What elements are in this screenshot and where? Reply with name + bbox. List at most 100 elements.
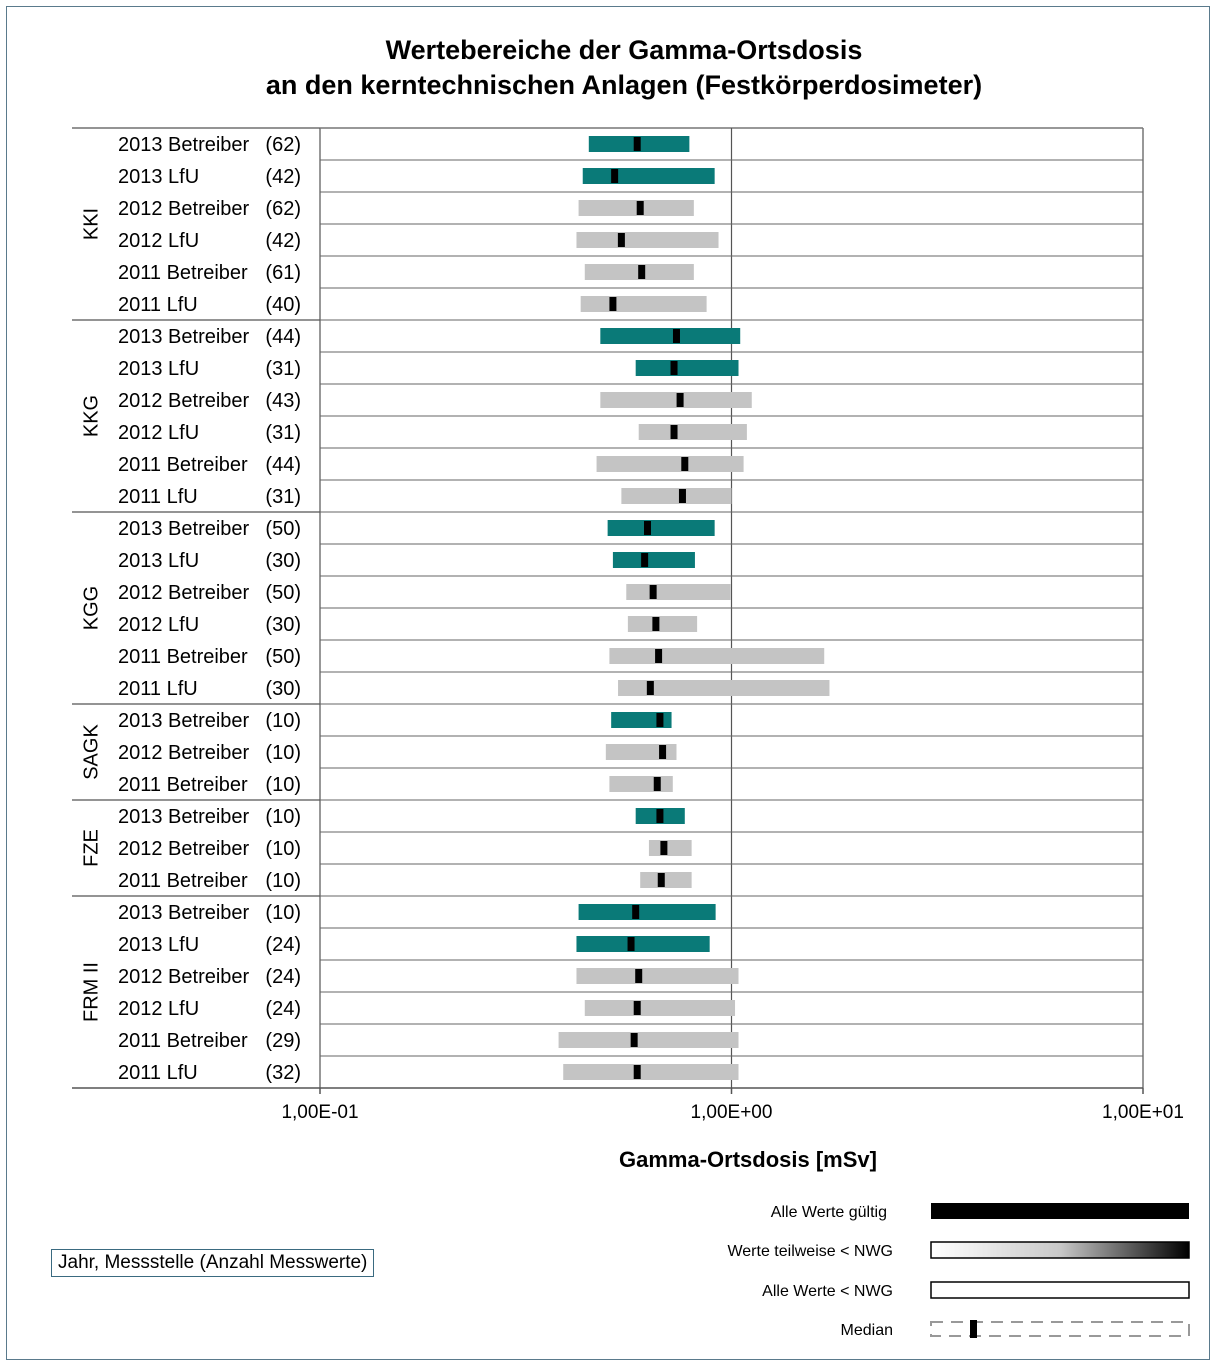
row-label: 2013 Betreiber bbox=[118, 806, 250, 828]
median-marker bbox=[633, 1065, 641, 1079]
range-bar bbox=[635, 360, 739, 376]
range-bar bbox=[605, 744, 677, 760]
chart-title-line-1: Wertebereiche der Gamma-Ortsdosis bbox=[386, 35, 863, 65]
row-label: 2011 Betreiber bbox=[118, 1030, 248, 1052]
row-label: 2012 Betreiber bbox=[118, 582, 250, 604]
row-count: (10) bbox=[265, 710, 301, 732]
row-label: 2011 Betreiber bbox=[118, 870, 248, 892]
median-marker bbox=[633, 137, 641, 151]
range-bar bbox=[626, 584, 731, 600]
row-label: 2013 Betreiber bbox=[118, 134, 250, 156]
row-label: 2012 Betreiber bbox=[118, 966, 250, 988]
median-marker bbox=[646, 681, 654, 695]
legend-swatch-median bbox=[970, 1320, 977, 1338]
row-label: 2011 LfU bbox=[118, 1062, 198, 1084]
row-count: (50) bbox=[265, 518, 301, 540]
range-bar bbox=[584, 1000, 736, 1016]
legend-label: Alle Werte < NWG bbox=[762, 1283, 893, 1300]
row-count: (61) bbox=[265, 262, 301, 284]
row-label: 2011 Betreiber bbox=[118, 454, 248, 476]
row-count: (31) bbox=[265, 422, 301, 444]
median-marker bbox=[609, 297, 617, 311]
row-label: 2013 Betreiber bbox=[118, 902, 250, 924]
row-label: 2012 Betreiber bbox=[118, 390, 250, 412]
row-label: 2013 Betreiber bbox=[118, 518, 250, 540]
x-axis-label: Gamma-Ortsdosis [mSv] bbox=[619, 1147, 877, 1172]
range-bar bbox=[596, 456, 744, 472]
row-count: (30) bbox=[265, 678, 301, 700]
group-label: KKG bbox=[80, 395, 102, 437]
range-bar bbox=[578, 904, 716, 920]
median-marker bbox=[653, 777, 661, 791]
range-bar bbox=[600, 328, 741, 344]
row-count: (62) bbox=[265, 134, 301, 156]
median-marker bbox=[632, 905, 640, 919]
median-marker bbox=[670, 361, 678, 375]
range-bar bbox=[638, 424, 747, 440]
median-marker bbox=[676, 393, 684, 407]
row-count: (30) bbox=[265, 614, 301, 636]
row-count: (50) bbox=[265, 646, 301, 668]
row-count: (10) bbox=[265, 870, 301, 892]
row-count: (24) bbox=[265, 934, 301, 956]
row-count: (44) bbox=[265, 326, 301, 348]
row-count: (10) bbox=[265, 806, 301, 828]
range-bar bbox=[618, 680, 830, 696]
row-label: 2011 Betreiber bbox=[118, 774, 248, 796]
row-label: 2012 Betreiber bbox=[118, 198, 250, 220]
median-marker bbox=[652, 617, 660, 631]
range-bar bbox=[580, 296, 707, 312]
median-marker bbox=[611, 169, 619, 183]
legend: Alle Werte gültig Werte teilweise < NWG Al… bbox=[727, 1203, 1190, 1339]
row-count: (24) bbox=[265, 998, 301, 1020]
range-bar bbox=[609, 648, 825, 664]
range-bar bbox=[621, 488, 732, 504]
median-marker bbox=[656, 809, 664, 823]
row-count: (32) bbox=[265, 1062, 301, 1084]
row-count: (42) bbox=[265, 230, 301, 252]
row-count: (31) bbox=[265, 358, 301, 380]
x-tick-label: 1,00E+01 bbox=[1102, 1102, 1184, 1123]
median-marker bbox=[630, 1033, 638, 1047]
median-marker bbox=[641, 553, 649, 567]
row-count: (29) bbox=[265, 1030, 301, 1052]
legend-label: Alle Werte gültig bbox=[771, 1204, 887, 1221]
row-label: 2011 Betreiber bbox=[118, 262, 248, 284]
median-marker bbox=[649, 585, 657, 599]
x-tick-label: 1,00E+00 bbox=[691, 1102, 773, 1123]
row-count: (30) bbox=[265, 550, 301, 572]
legend-label: Werte teilweise < NWG bbox=[727, 1243, 893, 1260]
row-label: 2012 LfU bbox=[118, 422, 199, 444]
row-label: 2013 Betreiber bbox=[118, 326, 250, 348]
median-marker bbox=[657, 873, 665, 887]
group-label: SAGK bbox=[80, 724, 102, 780]
median-marker bbox=[670, 425, 678, 439]
range-bar bbox=[576, 936, 710, 952]
row-count: (10) bbox=[265, 774, 301, 796]
row-label: 2012 Betreiber bbox=[118, 838, 250, 860]
median-marker bbox=[678, 489, 686, 503]
group-label: FZE bbox=[80, 829, 102, 867]
row-label: 2013 LfU bbox=[118, 166, 199, 188]
median-marker bbox=[655, 649, 663, 663]
row-count: (10) bbox=[265, 838, 301, 860]
row-label-note: Jahr, Messstelle (Anzahl Messwerte) bbox=[51, 1249, 375, 1277]
row-count: (10) bbox=[265, 902, 301, 924]
range-bar bbox=[600, 392, 752, 408]
row-label: 2011 LfU bbox=[118, 486, 198, 508]
group-label: KGG bbox=[80, 586, 102, 630]
row-count: (24) bbox=[265, 966, 301, 988]
chart-title-line-2: an den kerntechnischen Anlagen (Festkörp… bbox=[266, 70, 982, 100]
legend-label: Median bbox=[841, 1322, 893, 1339]
range-bar bbox=[576, 232, 719, 248]
row-count: (62) bbox=[265, 198, 301, 220]
group-label: FRM II bbox=[80, 962, 102, 1022]
range-bar bbox=[640, 872, 692, 888]
row-count: (40) bbox=[265, 294, 301, 316]
chart-frame bbox=[6, 6, 1210, 1360]
range-bar bbox=[563, 1064, 739, 1080]
range-bar bbox=[576, 968, 739, 984]
median-marker bbox=[635, 969, 643, 983]
x-tick-label: 1,00E-01 bbox=[281, 1102, 358, 1123]
